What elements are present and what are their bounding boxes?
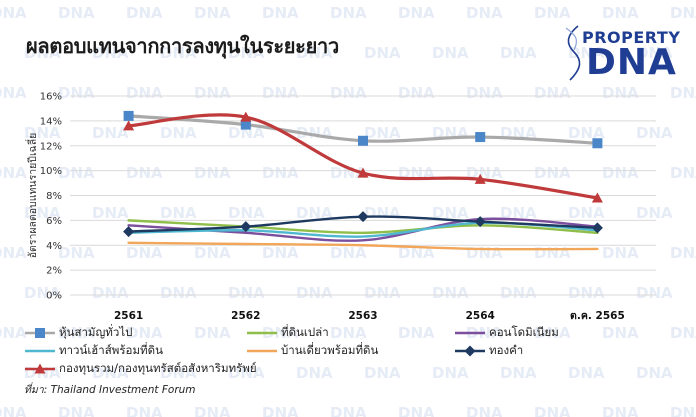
data-point: [240, 111, 252, 122]
legend-swatch: [25, 328, 55, 338]
y-axis-label: อัตราผลตอบแทนรายปีเฉลี่ย: [25, 133, 39, 259]
series-line: [127, 113, 599, 200]
data-point: [591, 222, 603, 234]
y-tick-label: 2%: [46, 266, 62, 277]
legend-swatch: [455, 331, 485, 335]
x-tick-label: 2562: [231, 310, 260, 322]
y-tick-label: 10%: [40, 166, 62, 177]
chart-title: ผลตอบแทนจากการลงทุนในระยะยาว: [26, 34, 339, 58]
data-point: [123, 120, 135, 131]
data-point: [123, 110, 134, 121]
y-tick-label: 8%: [46, 191, 62, 202]
legend-label: ทาวน์เฮ้าส์พร้อมที่ดิน: [59, 343, 163, 357]
logo-top-text: PROPERTY: [582, 28, 681, 47]
x-tick-label: ต.ค. 2565: [570, 310, 625, 322]
data-point: [123, 226, 135, 238]
legend-swatch-marker: [34, 363, 46, 374]
data-point: [475, 132, 486, 143]
x-tick-label: 2563: [348, 310, 377, 322]
y-tick-label: 16%: [40, 92, 62, 103]
y-tick-label: 4%: [46, 241, 62, 252]
property-dna-logo: PROPERTY DNA: [560, 22, 682, 84]
y-tick-label: 0%: [46, 291, 62, 302]
legend-swatch: [25, 349, 55, 353]
legend-swatch: [247, 349, 277, 353]
gridlines: [70, 95, 656, 296]
data-point: [474, 173, 486, 184]
dna-helix-icon: [565, 25, 581, 81]
logo-main-text: DNA: [586, 42, 677, 83]
x-axis-ticks: 2561 2562 2563 2564 ต.ค. 2565: [114, 310, 625, 322]
legend-item: บ้านเดี่ยวพร้อมที่ดิน: [246, 343, 378, 359]
legend-swatch: [455, 345, 485, 357]
y-tick-label: 6%: [46, 216, 62, 227]
series-line: [127, 241, 599, 251]
series-markers: [123, 110, 603, 238]
legend-swatch: [25, 363, 55, 374]
data-point: [358, 135, 368, 146]
data-point: [474, 216, 486, 228]
legend-label: กองทุนรวม/กองทุนทรัสต์อสังหาริมทรัพย์: [59, 361, 257, 375]
data-point: [357, 211, 369, 223]
data-point: [357, 167, 369, 178]
legend-label: บ้านเดี่ยวพร้อมที่ดิน: [281, 343, 379, 357]
source-note: ที่มา: Thailand Investment Forum: [24, 384, 196, 396]
legend-label: คอนโดมิเนียม: [489, 325, 559, 339]
data-point: [240, 221, 252, 233]
legend-item: ทองคำ: [454, 343, 523, 359]
legend-item: คอนโดมิเนียม: [454, 325, 559, 341]
y-axis-ticks: 0% 2% 4% 6% 8% 10% 12% 14% 16%: [40, 92, 62, 302]
legend-label: ทองคำ: [489, 343, 524, 357]
legend-item: ที่ดินเปล่า: [246, 325, 329, 341]
data-point: [240, 119, 251, 130]
y-tick-label: 14%: [40, 116, 62, 127]
x-tick-label: 2564: [466, 310, 495, 322]
series-lines: [127, 113, 599, 251]
legend-label: หุ้นสามัญทั่วไป: [59, 325, 133, 339]
legend-item: หุ้นสามัญทั่วไป: [24, 325, 132, 341]
data-point: [592, 138, 603, 149]
x-tick-label: 2561: [114, 310, 143, 322]
legend-swatch-marker: [464, 345, 476, 357]
legend-label: ที่ดินเปล่า: [281, 325, 329, 339]
legend-item: ทาวน์เฮ้าส์พร้อมที่ดิน: [24, 343, 163, 359]
series-line: [127, 219, 599, 235]
data-point: [591, 192, 603, 203]
chart-legend: หุ้นสามัญทั่วไป ที่ดินเปล่า คอนโดมิเนียมทา…: [24, 325, 664, 377]
y-tick-label: 12%: [40, 141, 62, 152]
legend-swatch: [247, 331, 277, 335]
legend-item: กองทุนรวม/กองทุนทรัสต์อสังหาริมทรัพย์: [24, 361, 257, 377]
legend-swatch-marker: [35, 328, 45, 338]
